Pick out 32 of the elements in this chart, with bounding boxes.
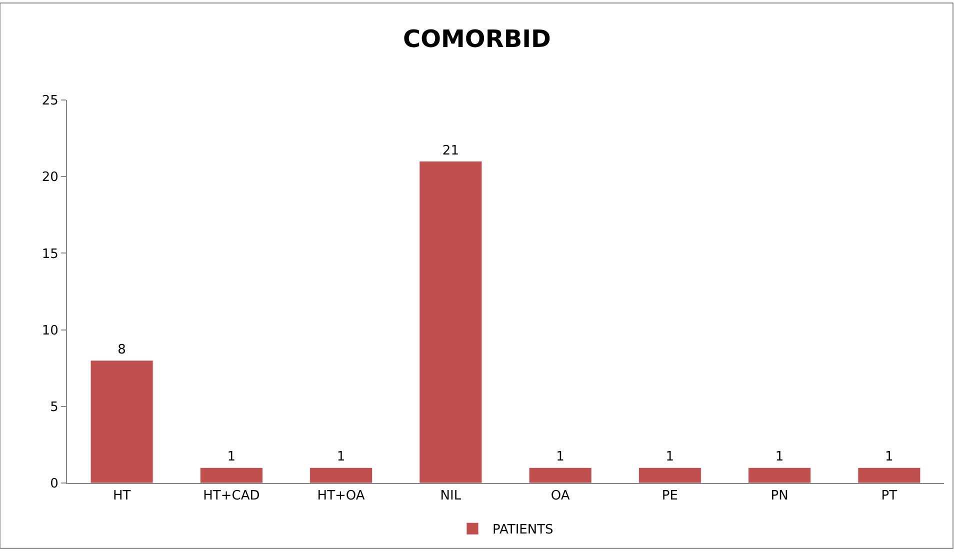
data-label: 1 [556,450,564,465]
y-tick-label: 10 [42,323,58,338]
data-label: 1 [775,450,784,465]
data-label: 1 [227,450,236,465]
data-label: 8 [118,342,126,358]
x-tick-label: PT [881,488,898,504]
y-tick-label: 5 [50,400,58,415]
legend-label: PATIENTS [492,522,554,538]
bar [90,360,154,483]
y-tick-label: 25 [42,94,58,109]
data-label: 1 [885,450,894,465]
x-tick-label: HT [112,488,131,504]
x-tick-label: HT+OA [317,488,365,504]
y-tick-label: 15 [42,246,58,262]
bar [638,467,702,483]
bar [419,161,482,483]
bar [528,467,592,483]
x-tick-label: PE [662,488,678,504]
y-tick-label: 0 [50,476,58,492]
bar [748,467,812,483]
x-tick-label: HT+CAD [203,488,260,504]
x-tick-label: PN [770,488,788,504]
bar [200,467,263,483]
x-tick-label: NIL [440,488,462,504]
bar [858,467,921,483]
y-tick-label: 20 [42,170,58,186]
chart-title: COMORBID [403,25,551,54]
bar [310,467,373,483]
x-tick-label: OA [550,488,570,504]
data-label: 1 [336,450,346,465]
data-label: 1 [666,450,674,465]
data-label: 21 [442,143,459,158]
